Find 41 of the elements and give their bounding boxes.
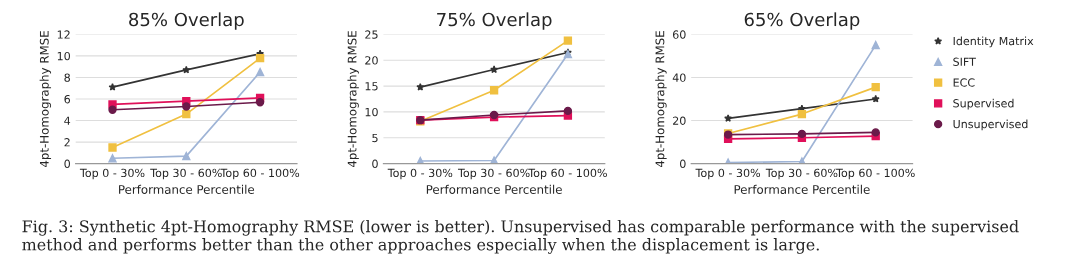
legend-label: ECC xyxy=(953,78,975,87)
y-tick-label: 0 xyxy=(64,159,70,168)
legend-label: Identity Matrix xyxy=(953,36,1034,48)
legend-label: Unsupervised xyxy=(953,119,1028,131)
x-tick-label: Top 0 - 30% xyxy=(387,168,453,180)
x-axis-title: Performance Percentile xyxy=(734,184,870,194)
y-axis-title: 4pt-Homography RMSE xyxy=(347,31,359,168)
x-tick-label: Top 60 - 100% xyxy=(836,168,915,180)
y-tick-label: 10 xyxy=(57,51,70,61)
y-axis-title: 4pt-Homography RMSE xyxy=(655,31,667,168)
x-tick-label: Top 0 - 30% xyxy=(79,168,145,180)
x-axis-title: Performance Percentile xyxy=(426,184,562,194)
x-tick-label: Top 60 - 100% xyxy=(220,168,300,180)
y-tick-label: 0 xyxy=(680,159,686,168)
x-tick-label: Top 0 - 30% xyxy=(695,168,761,180)
y-tick-label: 20 xyxy=(365,56,378,65)
x-tick-label: Top 30 - 60% xyxy=(457,168,530,180)
chart-title: 75% Overlap xyxy=(437,12,552,30)
chart-title: 65% Overlap xyxy=(744,12,860,30)
y-tick-label: 8 xyxy=(64,73,70,82)
y-tick-label: 10 xyxy=(365,107,378,117)
y-tick-label: 0 xyxy=(372,159,378,168)
y-tick-label: 25 xyxy=(365,30,378,39)
chart-title: 85% Overlap xyxy=(129,12,244,30)
y-tick-label: 6 xyxy=(64,94,71,104)
x-axis-title: Performance Percentile xyxy=(119,184,255,194)
legend-label: SIFT xyxy=(953,57,976,66)
x-tick-label: Top 30 - 60% xyxy=(150,168,222,180)
y-tick-label: 15 xyxy=(365,82,378,91)
y-tick-label: 60 xyxy=(672,30,686,39)
legend-label: Supervised xyxy=(953,98,1014,110)
y-tick-label: 2 xyxy=(64,138,70,147)
y-tick-label: 20 xyxy=(673,116,686,125)
x-tick-label: Top 60 - 100% xyxy=(528,168,607,180)
y-tick-label: 5 xyxy=(372,133,378,143)
y-tick-label: 40 xyxy=(672,73,686,82)
y-tick-label: 12 xyxy=(57,30,70,39)
y-axis-title: 4pt-Homography RMSE xyxy=(39,31,52,168)
caption: Fig. 3: Synthetic 4pt-Homography RMSE (lower is better). Unsupervised has comparable performance with the supervised method and performs better than the other approaches especially when the displacement is large. xyxy=(22,220,1019,254)
x-tick-label: Top 30 - 60% xyxy=(765,168,838,180)
y-tick-label: 4 xyxy=(64,116,71,125)
